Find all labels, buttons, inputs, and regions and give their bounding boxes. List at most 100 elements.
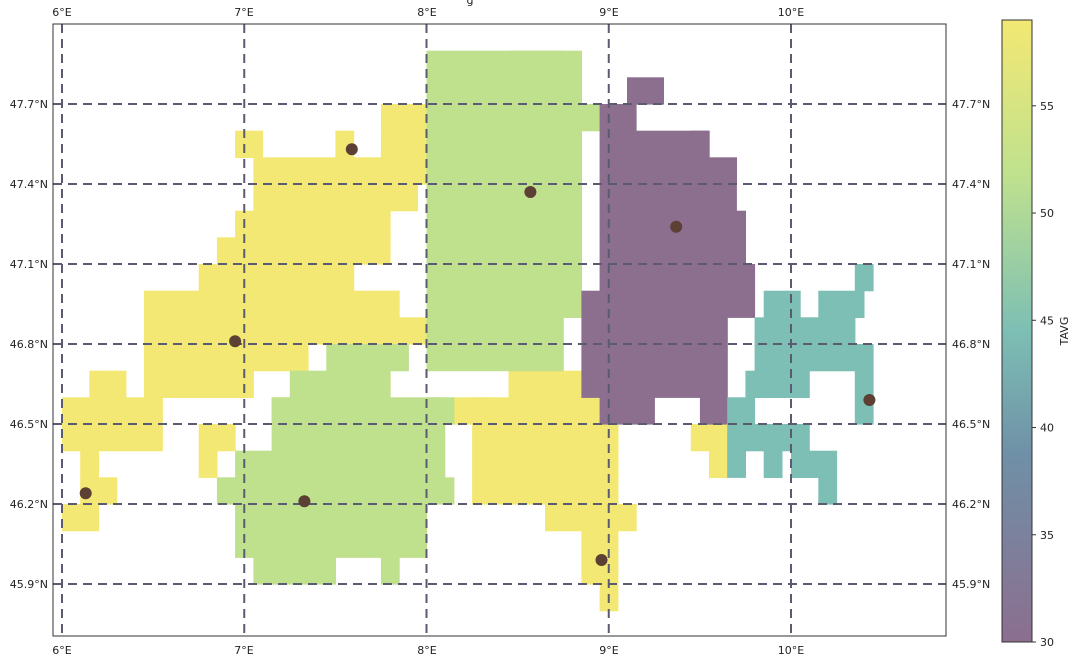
tavg-cell — [727, 424, 746, 478]
lon-tick-top: 7°E — [234, 6, 253, 19]
tavg-cell — [690, 424, 728, 452]
station-marker — [298, 495, 311, 508]
tavg-cell — [216, 424, 236, 452]
station-marker — [229, 335, 242, 348]
lat-tick-right: 46.2°N — [952, 498, 990, 511]
lat-tick-right: 47.4°N — [952, 178, 990, 191]
tavg-cell — [144, 290, 400, 318]
tavg-cell — [599, 264, 756, 318]
lat-ticks-right: 45.9°N 46.2°N 46.5°N 46.8°N 47.1°N 47.4°… — [952, 98, 990, 591]
tavg-cell — [581, 104, 601, 132]
tavg-cell — [144, 317, 428, 345]
tavg-cell — [809, 450, 838, 478]
tavg-cell — [62, 424, 163, 452]
tavg-cell — [727, 397, 756, 425]
tavg-cell — [444, 77, 573, 105]
tavg-cell — [380, 104, 428, 132]
tavg-cell — [599, 210, 746, 265]
tavg-cell — [699, 397, 728, 425]
tavg-cell — [627, 77, 664, 105]
tavg-cell — [253, 157, 428, 185]
tavg-cell — [818, 290, 865, 318]
tavg-cell — [581, 290, 601, 318]
lat-tick-left: 45.9°N — [10, 578, 48, 591]
lon-ticks-bottom: 6°E 7°E 8°E 9°E 10°E — [52, 644, 804, 657]
lat-tick-right: 45.9°N — [952, 578, 990, 591]
tavg-cell — [791, 450, 810, 478]
lat-tick-left: 46.5°N — [10, 418, 48, 431]
tavg-cell — [235, 210, 391, 238]
lon-tick-bottom: 6°E — [52, 644, 71, 657]
tavg-cell — [326, 344, 409, 372]
lat-tick-right: 47.7°N — [952, 98, 990, 111]
tavg-cell — [62, 504, 100, 532]
tavg-cell — [253, 557, 336, 585]
lon-tick-bottom: 9°E — [599, 644, 618, 657]
tavg-cell — [545, 504, 637, 532]
tavg-cell — [253, 184, 418, 212]
tavg-cell — [763, 450, 783, 478]
tavg-cell — [198, 424, 218, 478]
tavg-cell — [763, 290, 801, 318]
lon-tick-top: 10°E — [778, 6, 804, 19]
tavg-cell — [690, 130, 710, 158]
lat-tick-left: 47.7°N — [10, 98, 48, 111]
colorbar-ticks: 30 35 40 45 50 55 — [1032, 100, 1054, 649]
station-marker — [79, 487, 92, 500]
tavg-cell — [599, 104, 637, 132]
tavg-cell — [98, 477, 118, 505]
station-marker — [345, 143, 358, 156]
lon-ticks-top: 6°E 7°E 8°E 9°E 10°E — [52, 6, 804, 19]
tavg-cell — [699, 184, 737, 212]
colorbar-tick-label: 50 — [1040, 207, 1054, 220]
lat-tick-left: 46.8°N — [10, 338, 48, 351]
lon-tick-top: 9°E — [599, 6, 618, 19]
colorbar-tick-label: 40 — [1040, 422, 1054, 435]
lon-tick-bottom: 10°E — [778, 644, 804, 657]
tavg-cell — [216, 477, 455, 505]
lat-tick-right: 46.8°N — [952, 338, 990, 351]
tavg-cell — [380, 130, 428, 158]
tavg-cell — [453, 397, 491, 425]
colorbar-tick-label: 55 — [1040, 100, 1054, 113]
lon-tick-bottom: 8°E — [417, 644, 436, 657]
tavg-cell — [144, 344, 309, 372]
map-title-fragment: g — [467, 0, 474, 7]
tavg-cell — [198, 264, 355, 292]
tavg-cell — [107, 370, 127, 398]
lat-tick-right: 46.5°N — [952, 418, 990, 431]
tavg-cell — [754, 344, 856, 372]
tavg-cell — [690, 157, 737, 185]
tavg-cell — [745, 424, 810, 452]
station-marker — [595, 554, 608, 566]
tavg-cell — [481, 104, 519, 132]
tavg-cell — [508, 50, 564, 78]
weather-stations — [79, 143, 876, 566]
tavg-cell — [380, 557, 400, 585]
lat-ticks-left: 45.9°N 46.2°N 46.5°N 46.8°N 47.1°N 47.4°… — [10, 98, 48, 591]
tavg-cell — [80, 450, 99, 478]
tavg-cell — [745, 370, 810, 398]
tavg-grid-cells — [62, 50, 874, 612]
colorbar-tick-label: 35 — [1040, 529, 1054, 542]
tavg-cell — [235, 450, 446, 478]
tavg-cell — [235, 130, 263, 158]
tavg-cell — [62, 397, 163, 425]
lat-tick-left: 47.1°N — [10, 258, 48, 271]
lon-tick-top: 6°E — [52, 6, 71, 19]
lat-tick-left: 47.4°N — [10, 178, 48, 191]
station-marker — [524, 186, 537, 198]
lat-tick-right: 47.1°N — [952, 258, 990, 271]
lon-tick-bottom: 7°E — [234, 644, 253, 657]
tavg-cell — [144, 370, 254, 398]
tavg-cell — [426, 397, 455, 425]
colorbar-tick-label: 45 — [1040, 314, 1054, 327]
graticule — [53, 24, 946, 636]
tavg-cell — [818, 477, 838, 505]
tavg-cell — [709, 450, 728, 478]
tavg-cell — [754, 317, 856, 345]
station-marker — [670, 220, 683, 233]
colorbar-label: TAVG — [1058, 317, 1071, 347]
station-marker — [863, 394, 876, 406]
